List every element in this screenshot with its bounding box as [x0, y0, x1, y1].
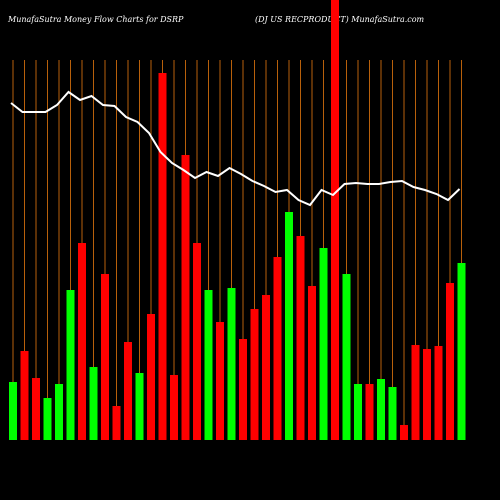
bar [55, 384, 63, 440]
bar [446, 283, 454, 440]
bar [9, 382, 17, 440]
bar [101, 274, 109, 440]
bar [170, 375, 178, 440]
bar [66, 290, 75, 440]
bar [331, 0, 339, 440]
money-flow-line [10, 90, 461, 207]
bar [354, 384, 362, 440]
bar [158, 73, 167, 440]
bar [319, 248, 328, 440]
bar [434, 346, 443, 440]
bar [124, 342, 132, 440]
bar [411, 345, 420, 440]
bar [78, 243, 86, 440]
bar [423, 349, 431, 440]
bar [43, 398, 52, 440]
bar [308, 286, 316, 440]
bar [239, 339, 247, 440]
bar [388, 387, 397, 440]
bar [250, 309, 259, 440]
bar [193, 243, 201, 440]
bar [89, 367, 98, 440]
chart-subtitle: (DJ US RECPRODUCT) MunafaSutra.com [255, 15, 425, 24]
bar [227, 288, 236, 440]
bar [112, 406, 121, 440]
bar [296, 236, 305, 440]
bar [377, 379, 385, 440]
bar [147, 314, 155, 440]
bar [135, 373, 144, 440]
bar [342, 274, 351, 440]
chart-title: MunafaSutra Money Flow Charts for DSRP [7, 15, 184, 24]
bar [181, 155, 190, 440]
bar [457, 263, 466, 440]
bar [262, 295, 270, 440]
bar [20, 351, 29, 440]
bar [204, 290, 213, 440]
bar [365, 384, 374, 440]
bar [32, 378, 40, 440]
bar [216, 322, 224, 440]
bar [400, 425, 408, 440]
bar [273, 257, 282, 440]
bar [285, 212, 293, 440]
